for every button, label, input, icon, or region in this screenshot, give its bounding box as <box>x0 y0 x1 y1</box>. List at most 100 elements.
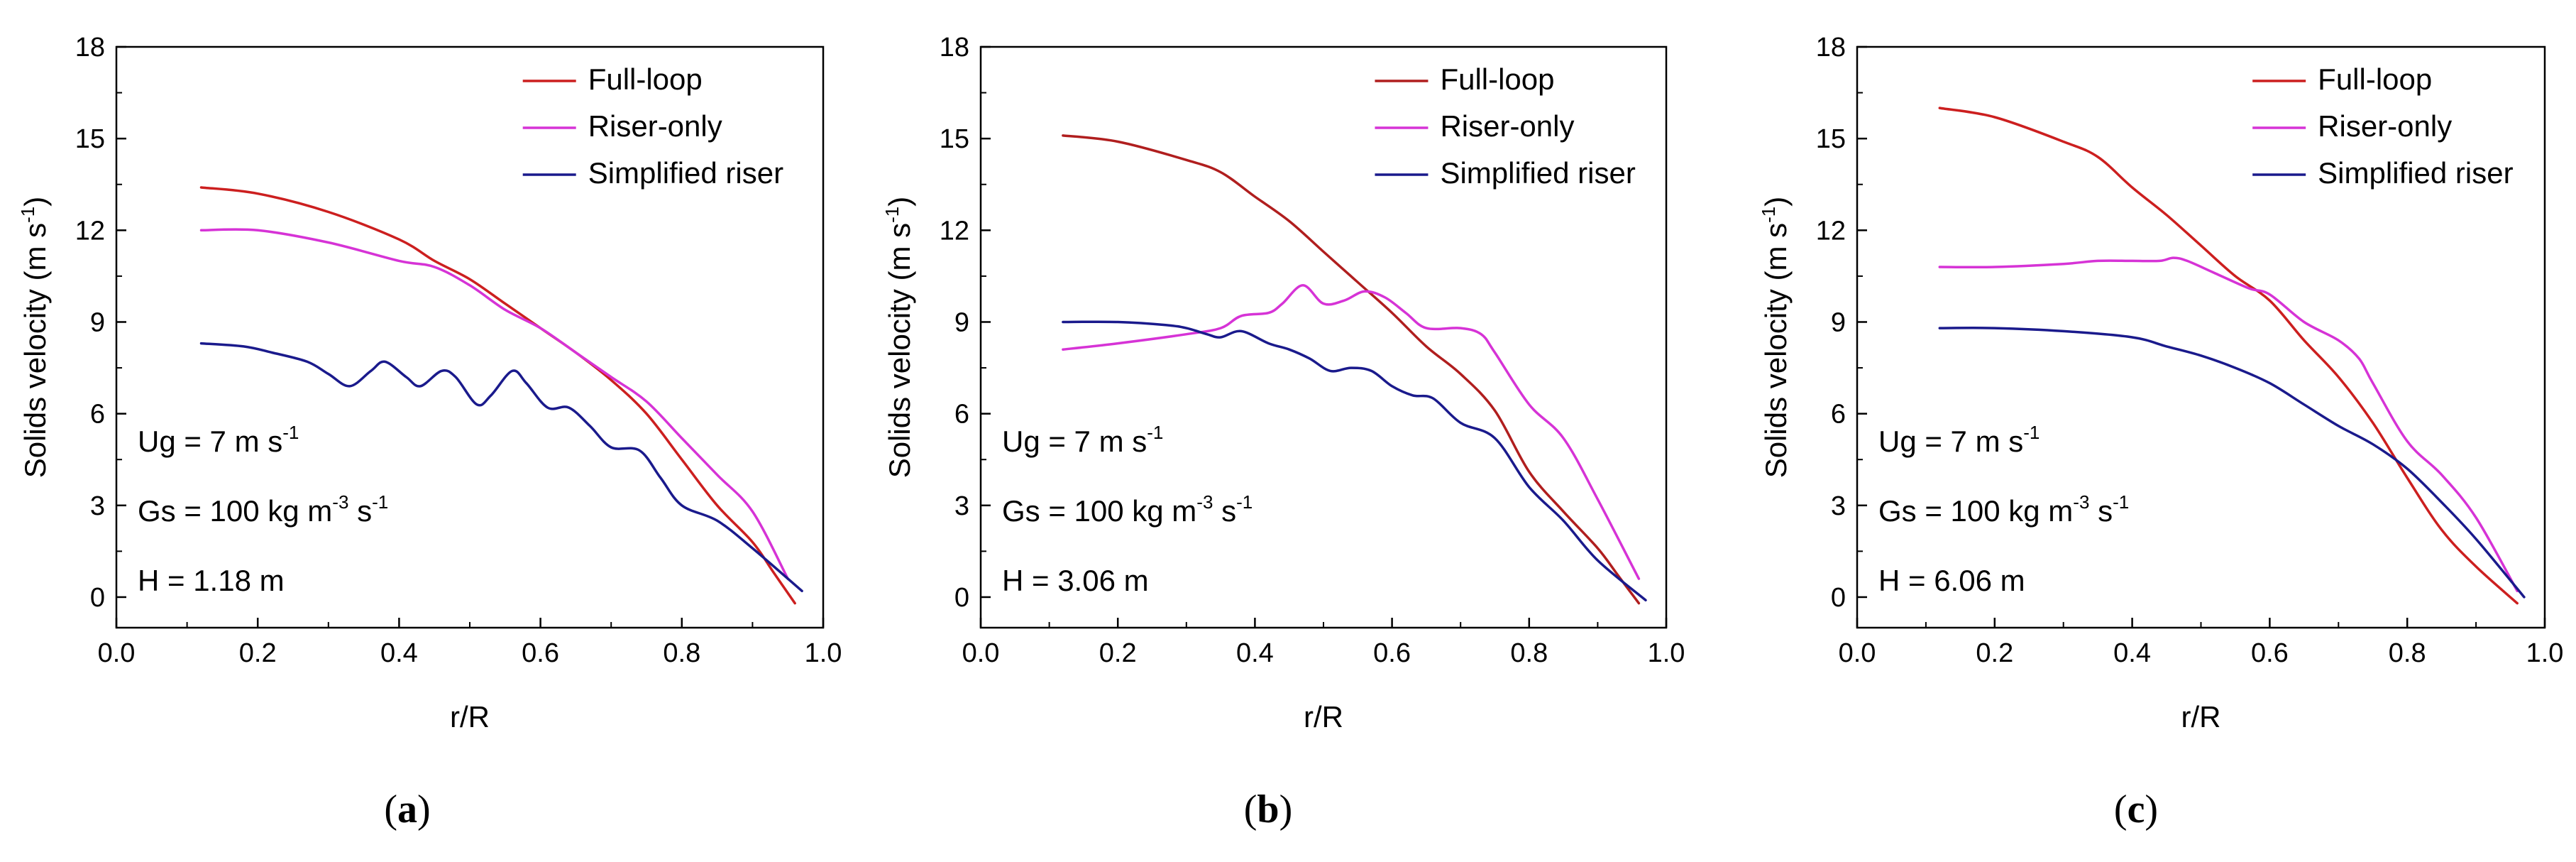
legend-label-riser-only: Riser-only <box>1440 109 1574 143</box>
y-axis-title-sup: -1 <box>1758 207 1779 223</box>
caption-open: ( <box>2114 787 2128 831</box>
annotation-sup: -3 <box>2073 491 2089 513</box>
y-tick-label: 0 <box>1831 583 1846 613</box>
y-tick-label: 15 <box>75 124 105 154</box>
legend-label-riser-only: Riser-only <box>588 109 722 143</box>
x-tick-label: 1.0 <box>805 638 842 668</box>
panel-caption: (a) <box>384 787 430 831</box>
annotation-sup: -1 <box>2023 422 2040 443</box>
x-tick-label: 1.0 <box>2526 638 2564 668</box>
y-tick-label: 3 <box>1831 491 1846 521</box>
caption-letter: a <box>397 787 417 831</box>
annotation-1: Ug = 7 m s-1 <box>1878 422 2040 458</box>
annotation-rest: s <box>2089 494 2113 528</box>
y-tick-label: 12 <box>75 216 105 246</box>
y-tick-label: 9 <box>90 307 105 337</box>
y-axis-title: Solids velocity (m s-1) <box>881 197 916 479</box>
chart-panel-b: 0.0 0.2 0.4 0.6 0.8 1.0 0 3 6 9 12 15 18 r/R Solids ve… <box>881 33 1685 831</box>
y-tick-label: 18 <box>1816 33 1846 62</box>
series-group <box>1062 134 1647 605</box>
annotation-sup: -3 <box>1196 491 1213 513</box>
y-axis-title-close: ) <box>883 197 916 207</box>
x-tick-label: 0.4 <box>2113 638 2151 668</box>
series-line-full-loop <box>199 186 796 605</box>
annotation-3: H = 1.18 m <box>138 564 285 597</box>
x-tick-label: 0.6 <box>1373 638 1411 668</box>
x-tick-label: 0.6 <box>2251 638 2289 668</box>
y-axis-title: Solids velocity (m s-1) <box>1758 197 1793 479</box>
annotation-main: Ug = 7 m s <box>1002 425 1147 458</box>
series-line-simplified-riser <box>1938 327 2526 599</box>
y-axis-title: Solids velocity (m s-1) <box>17 197 52 479</box>
series-group <box>1938 107 2526 605</box>
annotation-sup2: -1 <box>2113 491 2129 513</box>
panel-caption: (b) <box>1244 787 1292 831</box>
y-axis-title-main: Solids velocity (m s <box>18 223 52 478</box>
y-tick-label: 15 <box>940 124 969 154</box>
annotation-sup: -3 <box>332 491 348 513</box>
legend-label-full-loop: Full-loop <box>2318 62 2432 96</box>
x-tick-label: 0.0 <box>98 638 136 668</box>
y-tick-label: 0 <box>954 583 969 613</box>
series-line-riser-only <box>1938 256 2519 593</box>
x-axis-title: r/R <box>450 700 490 733</box>
caption-open: ( <box>1244 787 1257 831</box>
legend-label-simplified-riser: Simplified riser <box>2318 156 2513 190</box>
y-axis-title-sup: -1 <box>17 207 38 223</box>
annotation-2: Gs = 100 kg m-3 s-1 <box>1878 491 2129 528</box>
annotation-rest: s <box>348 494 372 528</box>
series-group <box>199 186 803 605</box>
annotation-sup2: -1 <box>372 491 388 513</box>
y-tick-label: 9 <box>954 307 969 337</box>
series-line-full-loop <box>1062 134 1641 605</box>
y-tick-label: 18 <box>75 33 105 62</box>
y-axis-title-sup: -1 <box>881 207 903 223</box>
annotation-1: Ug = 7 m s-1 <box>138 422 299 458</box>
y-tick-label: 6 <box>954 400 969 430</box>
x-tick-label: 0.0 <box>1839 638 1876 668</box>
annotation-sup: -1 <box>282 422 299 443</box>
x-axis-title: r/R <box>1304 700 1343 733</box>
x-tick-label: 0.2 <box>1099 638 1137 668</box>
annotation-main: H = 6.06 m <box>1878 564 2025 597</box>
caption-close: ) <box>417 787 431 831</box>
legend-label-riser-only: Riser-only <box>2318 109 2452 143</box>
x-tick-label: 0.8 <box>2389 638 2426 668</box>
y-tick-label: 6 <box>90 400 105 430</box>
y-tick-label: 3 <box>90 491 105 521</box>
annotation-main: Ug = 7 m s <box>1878 425 2023 458</box>
y-tick-label: 18 <box>940 33 969 62</box>
y-tick-label: 9 <box>1831 307 1846 337</box>
y-axis-title-close: ) <box>1759 197 1793 207</box>
annotation-main: Ug = 7 m s <box>138 425 282 458</box>
annotation-main: H = 1.18 m <box>138 564 285 597</box>
y-tick-label: 12 <box>940 216 969 246</box>
annotation-main: Gs = 100 kg m <box>1878 494 2073 528</box>
y-axis-title-close: ) <box>18 197 52 207</box>
x-tick-label: 0.4 <box>1236 638 1274 668</box>
annotation-2: Gs = 100 kg m-3 s-1 <box>1002 491 1253 528</box>
caption-open: ( <box>384 787 397 831</box>
y-axis-title-main: Solids velocity (m s <box>883 223 916 478</box>
annotation-3: H = 3.06 m <box>1002 564 1149 597</box>
x-tick-label: 0.0 <box>962 638 1000 668</box>
annotation-1: Ug = 7 m s-1 <box>1002 422 1163 458</box>
annotation-main: Gs = 100 kg m <box>1002 494 1196 528</box>
annotation-rest: s <box>1213 494 1236 528</box>
series-line-riser-only <box>1062 284 1641 580</box>
y-tick-label: 6 <box>1831 400 1846 430</box>
annotation-sup: -1 <box>1147 422 1163 443</box>
x-tick-label: 0.8 <box>1510 638 1548 668</box>
legend-label-simplified-riser: Simplified riser <box>588 156 783 190</box>
legend-label-full-loop: Full-loop <box>588 62 703 96</box>
y-axis-title-main: Solids velocity (m s <box>1759 223 1793 478</box>
x-tick-label: 0.4 <box>380 638 418 668</box>
chart-panel-a: 0.0 0.2 0.4 0.6 0.8 1.0 0 3 6 9 12 15 18 r/R Solids ve… <box>17 33 842 831</box>
x-axis-title: r/R <box>2181 700 2221 733</box>
x-tick-label: 0.6 <box>522 638 559 668</box>
annotation-main: H = 3.06 m <box>1002 564 1149 597</box>
caption-letter: b <box>1257 787 1279 831</box>
caption-close: ) <box>1279 787 1293 831</box>
legend-label-simplified-riser: Simplified riser <box>1440 156 1635 190</box>
